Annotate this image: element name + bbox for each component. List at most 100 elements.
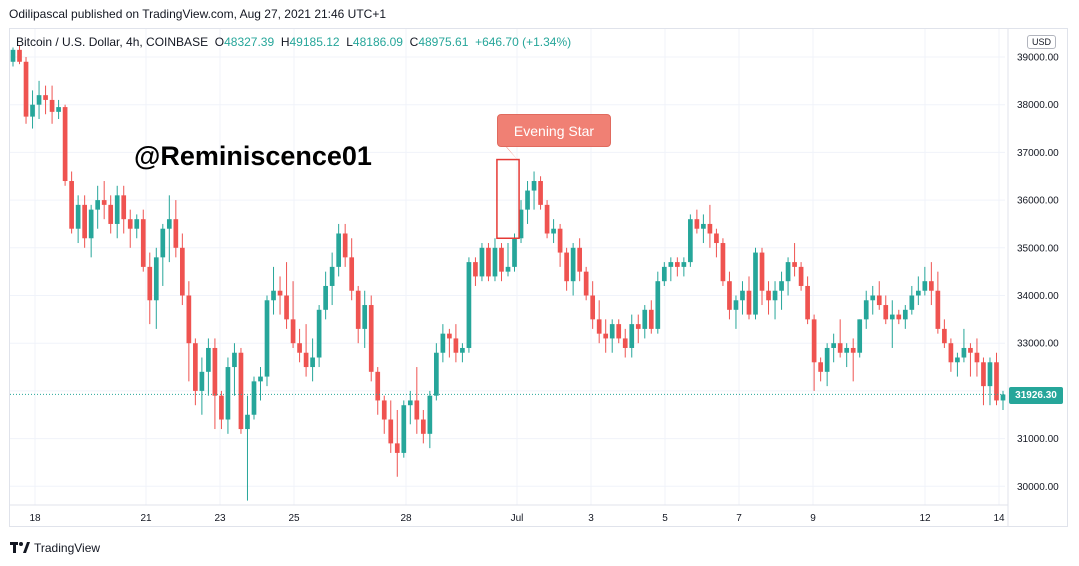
candle-body (635, 324, 641, 329)
candle (831, 333, 837, 363)
candle (642, 305, 648, 339)
x-tick-label: 23 (214, 513, 226, 524)
candle-body (811, 319, 817, 363)
candle-body (368, 305, 374, 372)
candle (915, 276, 921, 306)
candle-body (896, 314, 902, 320)
candle-body (127, 219, 133, 229)
watermark-text: @Reminiscence01 (134, 141, 372, 171)
candle-body (277, 290, 283, 296)
candle (206, 338, 211, 396)
candle-body (688, 219, 693, 263)
footer-brand[interactable]: TradingView (10, 541, 100, 555)
close-label: C (409, 35, 419, 49)
candle-body (551, 228, 556, 234)
candle (440, 324, 446, 363)
candle (896, 309, 902, 325)
candle (935, 271, 941, 334)
last-price-tag: 31926.30 (1009, 387, 1063, 404)
candle-body (10, 49, 16, 62)
candle-body (114, 195, 120, 224)
candle (727, 271, 732, 320)
publisher-line: Odilipascal published on TradingView.com… (9, 7, 387, 21)
candle (622, 328, 628, 358)
candle (368, 295, 374, 382)
candle-body (857, 319, 863, 353)
candle (981, 357, 986, 406)
candle (499, 243, 504, 282)
candle-body (942, 328, 947, 344)
candle-body (460, 347, 465, 353)
candle-body (948, 343, 954, 363)
candle-body (466, 262, 472, 348)
candle (720, 238, 726, 286)
candle-body (915, 290, 921, 296)
candle-body (955, 357, 960, 363)
candle (17, 45, 22, 65)
candle (232, 343, 237, 396)
x-tick-label: 28 (400, 513, 412, 524)
candle-body (238, 352, 244, 430)
grid-lines (10, 29, 1005, 505)
chart-frame (9, 28, 1068, 527)
currency-button[interactable]: USD (1027, 35, 1057, 49)
candle (766, 281, 771, 315)
candle-body (75, 204, 81, 229)
candle-body (310, 357, 315, 368)
candle-body (544, 204, 550, 234)
candle-body (674, 262, 680, 267)
candle (401, 400, 407, 458)
candle-body (297, 343, 302, 353)
low-label: L (346, 35, 353, 49)
candle-body (974, 352, 980, 363)
candle (140, 209, 146, 272)
candle (36, 80, 42, 120)
candle (596, 300, 602, 344)
candle (955, 352, 960, 377)
candle (557, 223, 563, 267)
candle-body (824, 347, 830, 372)
candle-body (69, 181, 74, 229)
candle-body (518, 209, 524, 239)
candle (902, 305, 908, 329)
candle-body (564, 252, 569, 282)
candle (271, 266, 276, 315)
candle (538, 176, 543, 210)
candle (714, 228, 719, 258)
candle (10, 47, 16, 67)
y-tick-label: 36000.00 (1017, 196, 1059, 207)
candle-body (88, 209, 94, 239)
candle-body (153, 257, 159, 301)
candle-body (1000, 394, 1006, 401)
candle-body (193, 343, 198, 391)
candle-body (753, 252, 758, 315)
candle (362, 290, 368, 348)
candle-body (805, 285, 810, 320)
candle-body (779, 281, 784, 291)
y-tick-label: 39000.00 (1017, 53, 1059, 64)
candle (655, 271, 661, 334)
candle-body (746, 290, 752, 315)
candle-body (420, 419, 426, 434)
candle-body (844, 347, 850, 353)
x-tick-label: 7 (736, 513, 742, 524)
candle (95, 185, 101, 229)
candle (460, 343, 465, 363)
candle (381, 395, 387, 434)
candle (694, 209, 700, 234)
candle (336, 223, 342, 277)
candle (179, 233, 185, 306)
candle (375, 367, 381, 415)
candle (857, 319, 863, 358)
candle (492, 238, 498, 282)
candle-body (434, 352, 439, 396)
x-tick-label: 25 (288, 513, 300, 524)
candle-body (186, 295, 192, 344)
symbol-legend: Bitcoin / U.S. Dollar, 4h, COINBASE O483… (16, 35, 571, 49)
candle-body (271, 290, 276, 301)
candle (219, 390, 224, 430)
candle-body (681, 262, 687, 267)
candle (942, 319, 947, 348)
candle (733, 295, 739, 329)
